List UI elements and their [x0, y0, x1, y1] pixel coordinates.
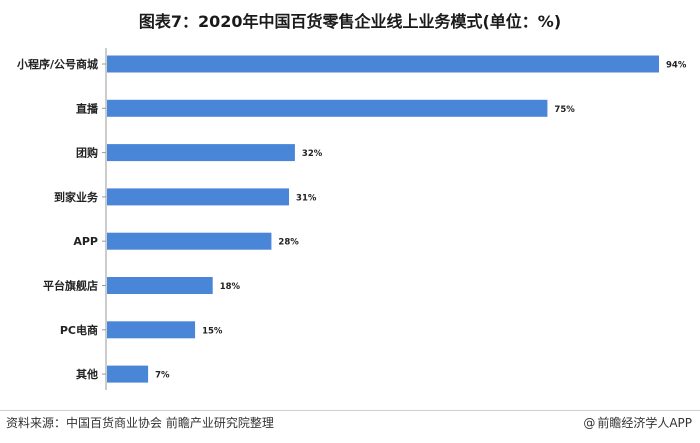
- at-icon: @: [583, 416, 596, 430]
- category-label: 平台旗舰店: [43, 279, 98, 293]
- value-label: 28%: [278, 238, 299, 248]
- source-note: 资料来源：中国百货商业协会 前瞻产业研究院整理: [6, 416, 274, 430]
- bar: [107, 232, 272, 250]
- value-label: 94%: [666, 61, 687, 71]
- bar: [107, 99, 548, 117]
- brand-credit: @ 前瞻经济学人APP: [583, 414, 692, 431]
- value-label: 31%: [296, 193, 317, 203]
- bar: [107, 277, 213, 294]
- bar: [107, 365, 149, 383]
- bar: [107, 55, 659, 73]
- category-label: 直播: [76, 101, 99, 115]
- category-label: 小程序/公号商城: [16, 57, 98, 71]
- value-label: 18%: [220, 282, 241, 292]
- value-label: 15%: [202, 326, 223, 336]
- category-label: APP: [73, 235, 98, 248]
- bar: [107, 188, 290, 206]
- value-label: 75%: [554, 105, 575, 115]
- value-label: 7%: [155, 371, 170, 381]
- category-label: 到家业务: [54, 190, 99, 204]
- footer-divider: [0, 410, 700, 411]
- category-label: 团购: [76, 146, 98, 160]
- brand-name: 前瞻经济学人APP: [597, 416, 692, 430]
- bar: [107, 144, 295, 162]
- chart-title: 图表7：2020年中国百货零售企业线上业务模式(单位：%): [138, 12, 562, 31]
- value-label: 32%: [302, 149, 323, 159]
- bar: [107, 321, 196, 339]
- category-label: 其他: [76, 367, 98, 381]
- bar-chart: 小程序/公号商城 94% 直播 75% 团购 32% 到家业务 31% APP 28% 平台旗舰店 1…: [16, 48, 687, 390]
- category-label: PC电商: [60, 323, 98, 337]
